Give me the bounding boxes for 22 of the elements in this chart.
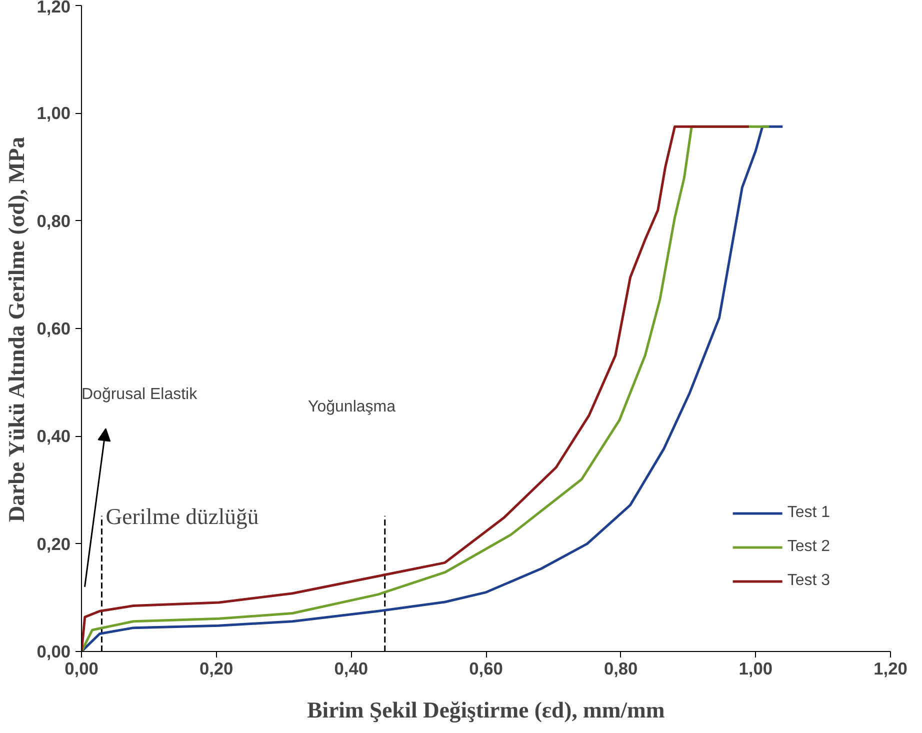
y-tick-label: 0,20 — [36, 534, 71, 554]
x-tick-label: 0,60 — [469, 658, 503, 678]
y-axis-title: Darbe Yükü Altında Gerilme (σd), MPa — [4, 136, 29, 522]
y-tick-label: 1,00 — [36, 103, 71, 124]
x-tick-label: 0,40 — [334, 658, 368, 678]
legend-label: Test 1 — [787, 504, 830, 522]
x-tick-label: 0,00 — [64, 658, 98, 678]
annotation: Yoğunlaşma — [308, 398, 396, 416]
annotation: Gerilme düzlüğü — [106, 504, 259, 529]
legend-label: Test 3 — [787, 572, 830, 590]
x-tick-label: 1,00 — [738, 658, 773, 678]
y-tick-label: 0,40 — [36, 426, 71, 446]
y-tick-label: 1,20 — [36, 0, 71, 16]
x-tick-label: 1,20 — [874, 658, 908, 678]
x-axis-title: Birim Şekil Değiştirme (εd), mm/mm — [307, 698, 665, 722]
x-tick-label: 0,20 — [199, 658, 234, 678]
y-tick-label: 0,00 — [36, 642, 71, 662]
annotation: Doğrusal Elastik — [82, 386, 198, 403]
legend-label: Test 2 — [787, 538, 830, 556]
y-tick-label: 0,80 — [36, 210, 71, 231]
x-tick-label: 0,80 — [604, 658, 638, 678]
y-tick-label: 0,60 — [36, 318, 71, 338]
